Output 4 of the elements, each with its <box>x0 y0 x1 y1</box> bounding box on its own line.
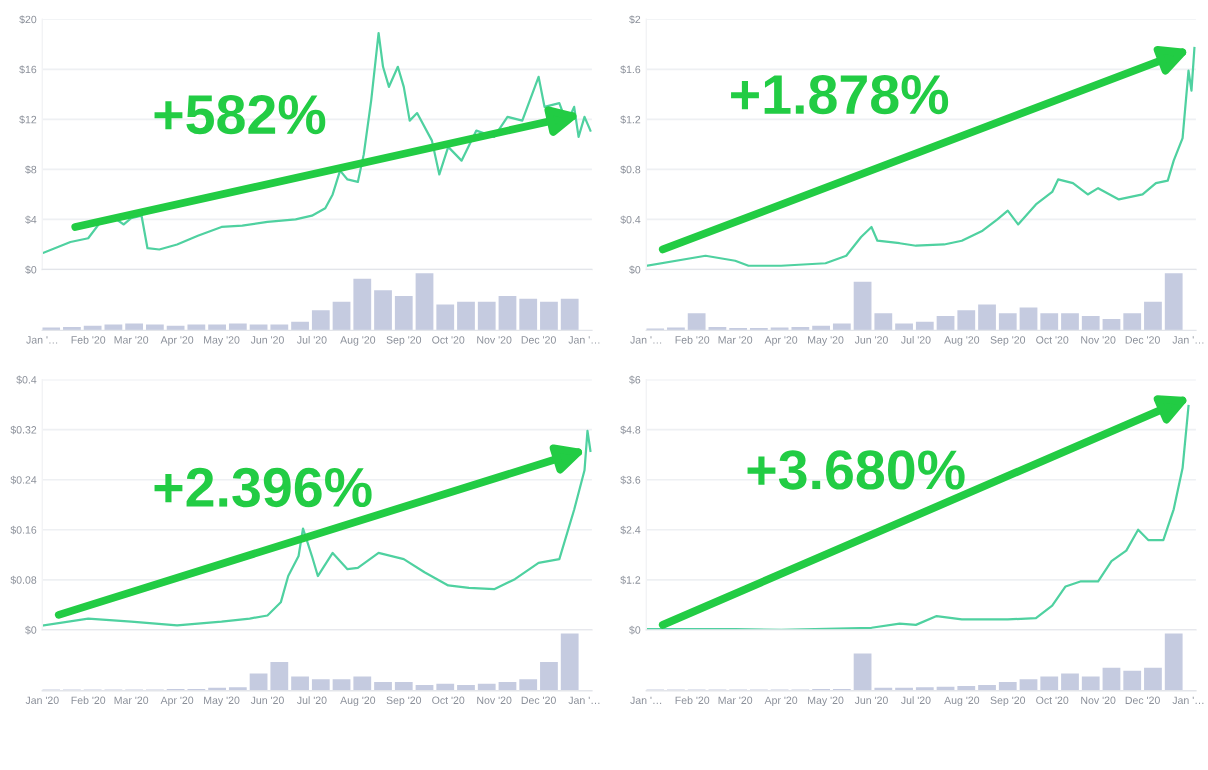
annotation: +3.680% <box>747 450 965 490</box>
annotation: +1.878% <box>731 74 949 115</box>
annotation: +2.396% <box>154 467 372 508</box>
annotation: +582% <box>154 94 326 135</box>
